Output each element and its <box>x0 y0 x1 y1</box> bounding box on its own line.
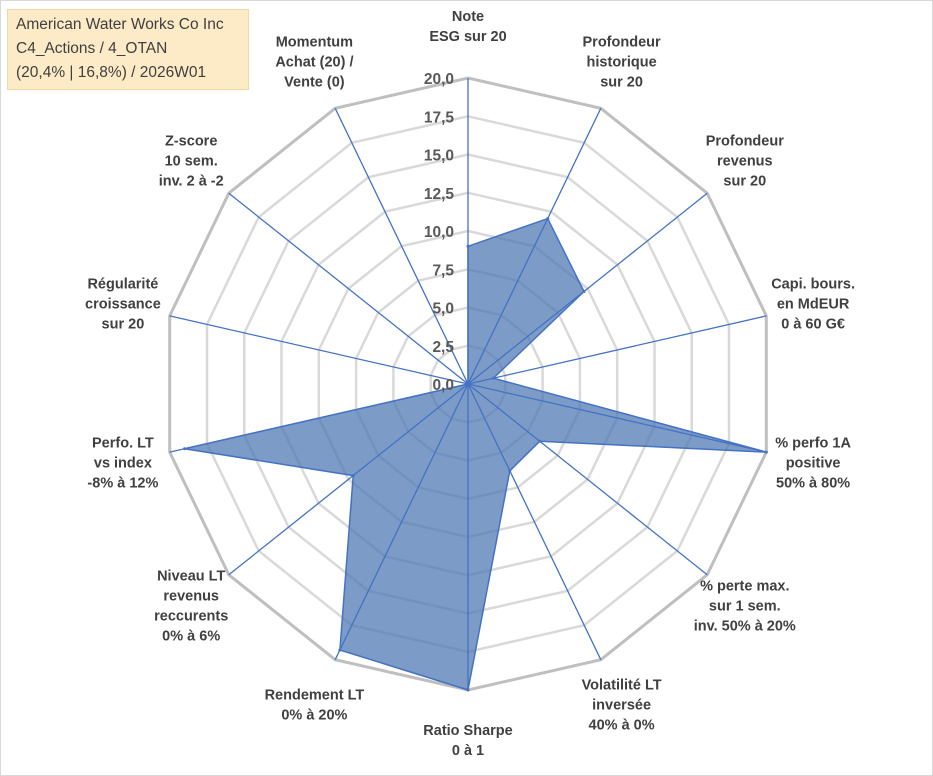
company-name: American Water Works Co Inc <box>16 16 224 33</box>
axis-label-line: inv. 2 à -2 <box>159 173 224 189</box>
axis-label-line: revenus <box>163 589 219 605</box>
axis-label-8: Rendement LT 0% à 20% <box>265 688 365 724</box>
axis-label-line: Régularité <box>87 277 158 293</box>
axis-label-line: Capi. bours. <box>771 277 855 293</box>
axis-label-line: positive <box>786 455 841 471</box>
axis-label-line: 0% à 20% <box>281 708 347 724</box>
axis-label-11: Régularité croissance sur 20 <box>85 277 161 333</box>
axis-line-12 <box>228 192 469 385</box>
axis-line-3 <box>467 315 767 385</box>
axis-label-line: 10 sem. <box>165 153 218 169</box>
tick-label: 20,0 <box>424 71 454 88</box>
axis-label-9: Niveau LT revenus reccurents 0% à 6% <box>154 569 228 645</box>
axis-line-2 <box>467 192 708 385</box>
axis-label-4: % perfo 1A positive 50% à 80% <box>775 435 851 491</box>
series-area-0 <box>183 217 768 691</box>
axis-label-line: vs index <box>94 455 152 471</box>
axis-line-8 <box>334 383 469 660</box>
axis-label-12: Z-score 10 sem. inv. 2 à -2 <box>159 133 224 189</box>
axis-label-line: Achat (20) / <box>275 54 353 70</box>
performance-stats: (20,4% | 16,8%) / 2026W01 <box>16 64 207 81</box>
axis-line-11 <box>169 315 469 385</box>
axis-label-line: revenus <box>717 153 773 169</box>
tick-label: 15,0 <box>424 148 454 165</box>
axis-label-6: Volatilité LT inversée 40% à 0% <box>582 678 662 734</box>
axis-label-line: reccurents <box>154 609 228 625</box>
axis-label-line: 50% à 80% <box>776 475 850 491</box>
axis-label-line: ESG sur 20 <box>429 29 506 45</box>
axis-label-line: Profondeur <box>583 34 661 50</box>
axis-label-line: croissance <box>85 297 161 313</box>
axis-label-0: Note ESG sur 20 <box>429 9 506 45</box>
axis-label-line: Momentum <box>276 34 353 50</box>
axis-label-line: Profondeur <box>706 133 784 149</box>
axis-line-4 <box>467 383 767 453</box>
axis-line-9 <box>228 383 469 576</box>
tick-label: 5,0 <box>432 301 454 318</box>
axis-label-line: 40% à 0% <box>589 718 655 734</box>
tick-label: 0,0 <box>432 377 454 394</box>
portfolio-name: C4_Actions / 4_OTAN <box>16 40 168 57</box>
axis-label-line: Note <box>452 9 484 25</box>
axis-label-line: % perfo 1A <box>775 435 851 451</box>
tick-label: 17,5 <box>424 109 455 126</box>
axis-label-line: Rendement LT <box>265 688 365 704</box>
axis-line-10 <box>169 383 469 453</box>
axis-label-line: Niveau LT <box>157 569 225 585</box>
axis-label-7: Ratio Sharpe 0 à 1 <box>423 723 512 759</box>
axis-label-1: Profondeur historique sur 20 <box>583 34 661 90</box>
tick-label: 2,5 <box>432 339 454 356</box>
axis-line-6 <box>467 383 602 660</box>
axis-label-line: sur 20 <box>600 74 643 90</box>
axis-label-line: % perte max. <box>700 579 789 595</box>
axis-label-line: inversée <box>592 698 651 714</box>
axis-label-line: Z-score <box>165 133 217 149</box>
axis-lines-layer <box>169 78 767 690</box>
tick-label: 12,5 <box>424 186 455 203</box>
axis-label-line: sur 20 <box>102 317 145 333</box>
tick-label: 10,0 <box>424 224 454 241</box>
chart-title-box: American Water Works Co Inc C4_Actions /… <box>7 9 249 90</box>
axis-label-line: en MdEUR <box>777 297 850 313</box>
axis-label-2: Profondeur revenus sur 20 <box>706 133 784 189</box>
axis-label-line: Perfo. LT <box>92 435 154 451</box>
axis-label-10: Perfo. LT vs index -8% à 12% <box>87 435 158 491</box>
axis-line-1 <box>467 108 602 385</box>
axis-label-line: 0% à 6% <box>162 629 220 645</box>
axis-label-line: sur 20 <box>723 173 766 189</box>
axis-line-5 <box>467 383 708 576</box>
axis-line-13 <box>334 108 469 385</box>
axis-label-line: inv. 50% à 20% <box>694 619 796 635</box>
tick-label: 7,5 <box>432 262 454 279</box>
axis-label-line: 0 à 60 G€ <box>781 317 845 333</box>
tick-labels-layer: 0,0 2,5 5,0 7,5 10,0 12,5 15,0 17,5 20,0 <box>424 71 455 394</box>
axis-label-13: Momentum Achat (20) / Vente (0) <box>275 34 353 90</box>
axis-label-line: -8% à 12% <box>87 475 158 491</box>
axis-label-line: Volatilité LT <box>582 678 662 694</box>
axis-label-line: Vente (0) <box>284 74 345 90</box>
axis-label-3: Capi. bours. en MdEUR 0 à 60 G€ <box>771 277 855 333</box>
axis-label-line: historique <box>587 54 657 70</box>
axis-labels-layer: Note ESG sur 20 Profondeur historique sur 20… <box>85 9 855 759</box>
axis-label-line: sur 1 sem. <box>709 599 781 615</box>
series-area-layer <box>183 217 768 692</box>
axis-label-line: Ratio Sharpe <box>423 723 512 739</box>
axis-label-5: % perte max. sur 1 sem. inv. 50% à 20% <box>694 579 796 635</box>
axis-label-line: 0 à 1 <box>452 743 484 759</box>
